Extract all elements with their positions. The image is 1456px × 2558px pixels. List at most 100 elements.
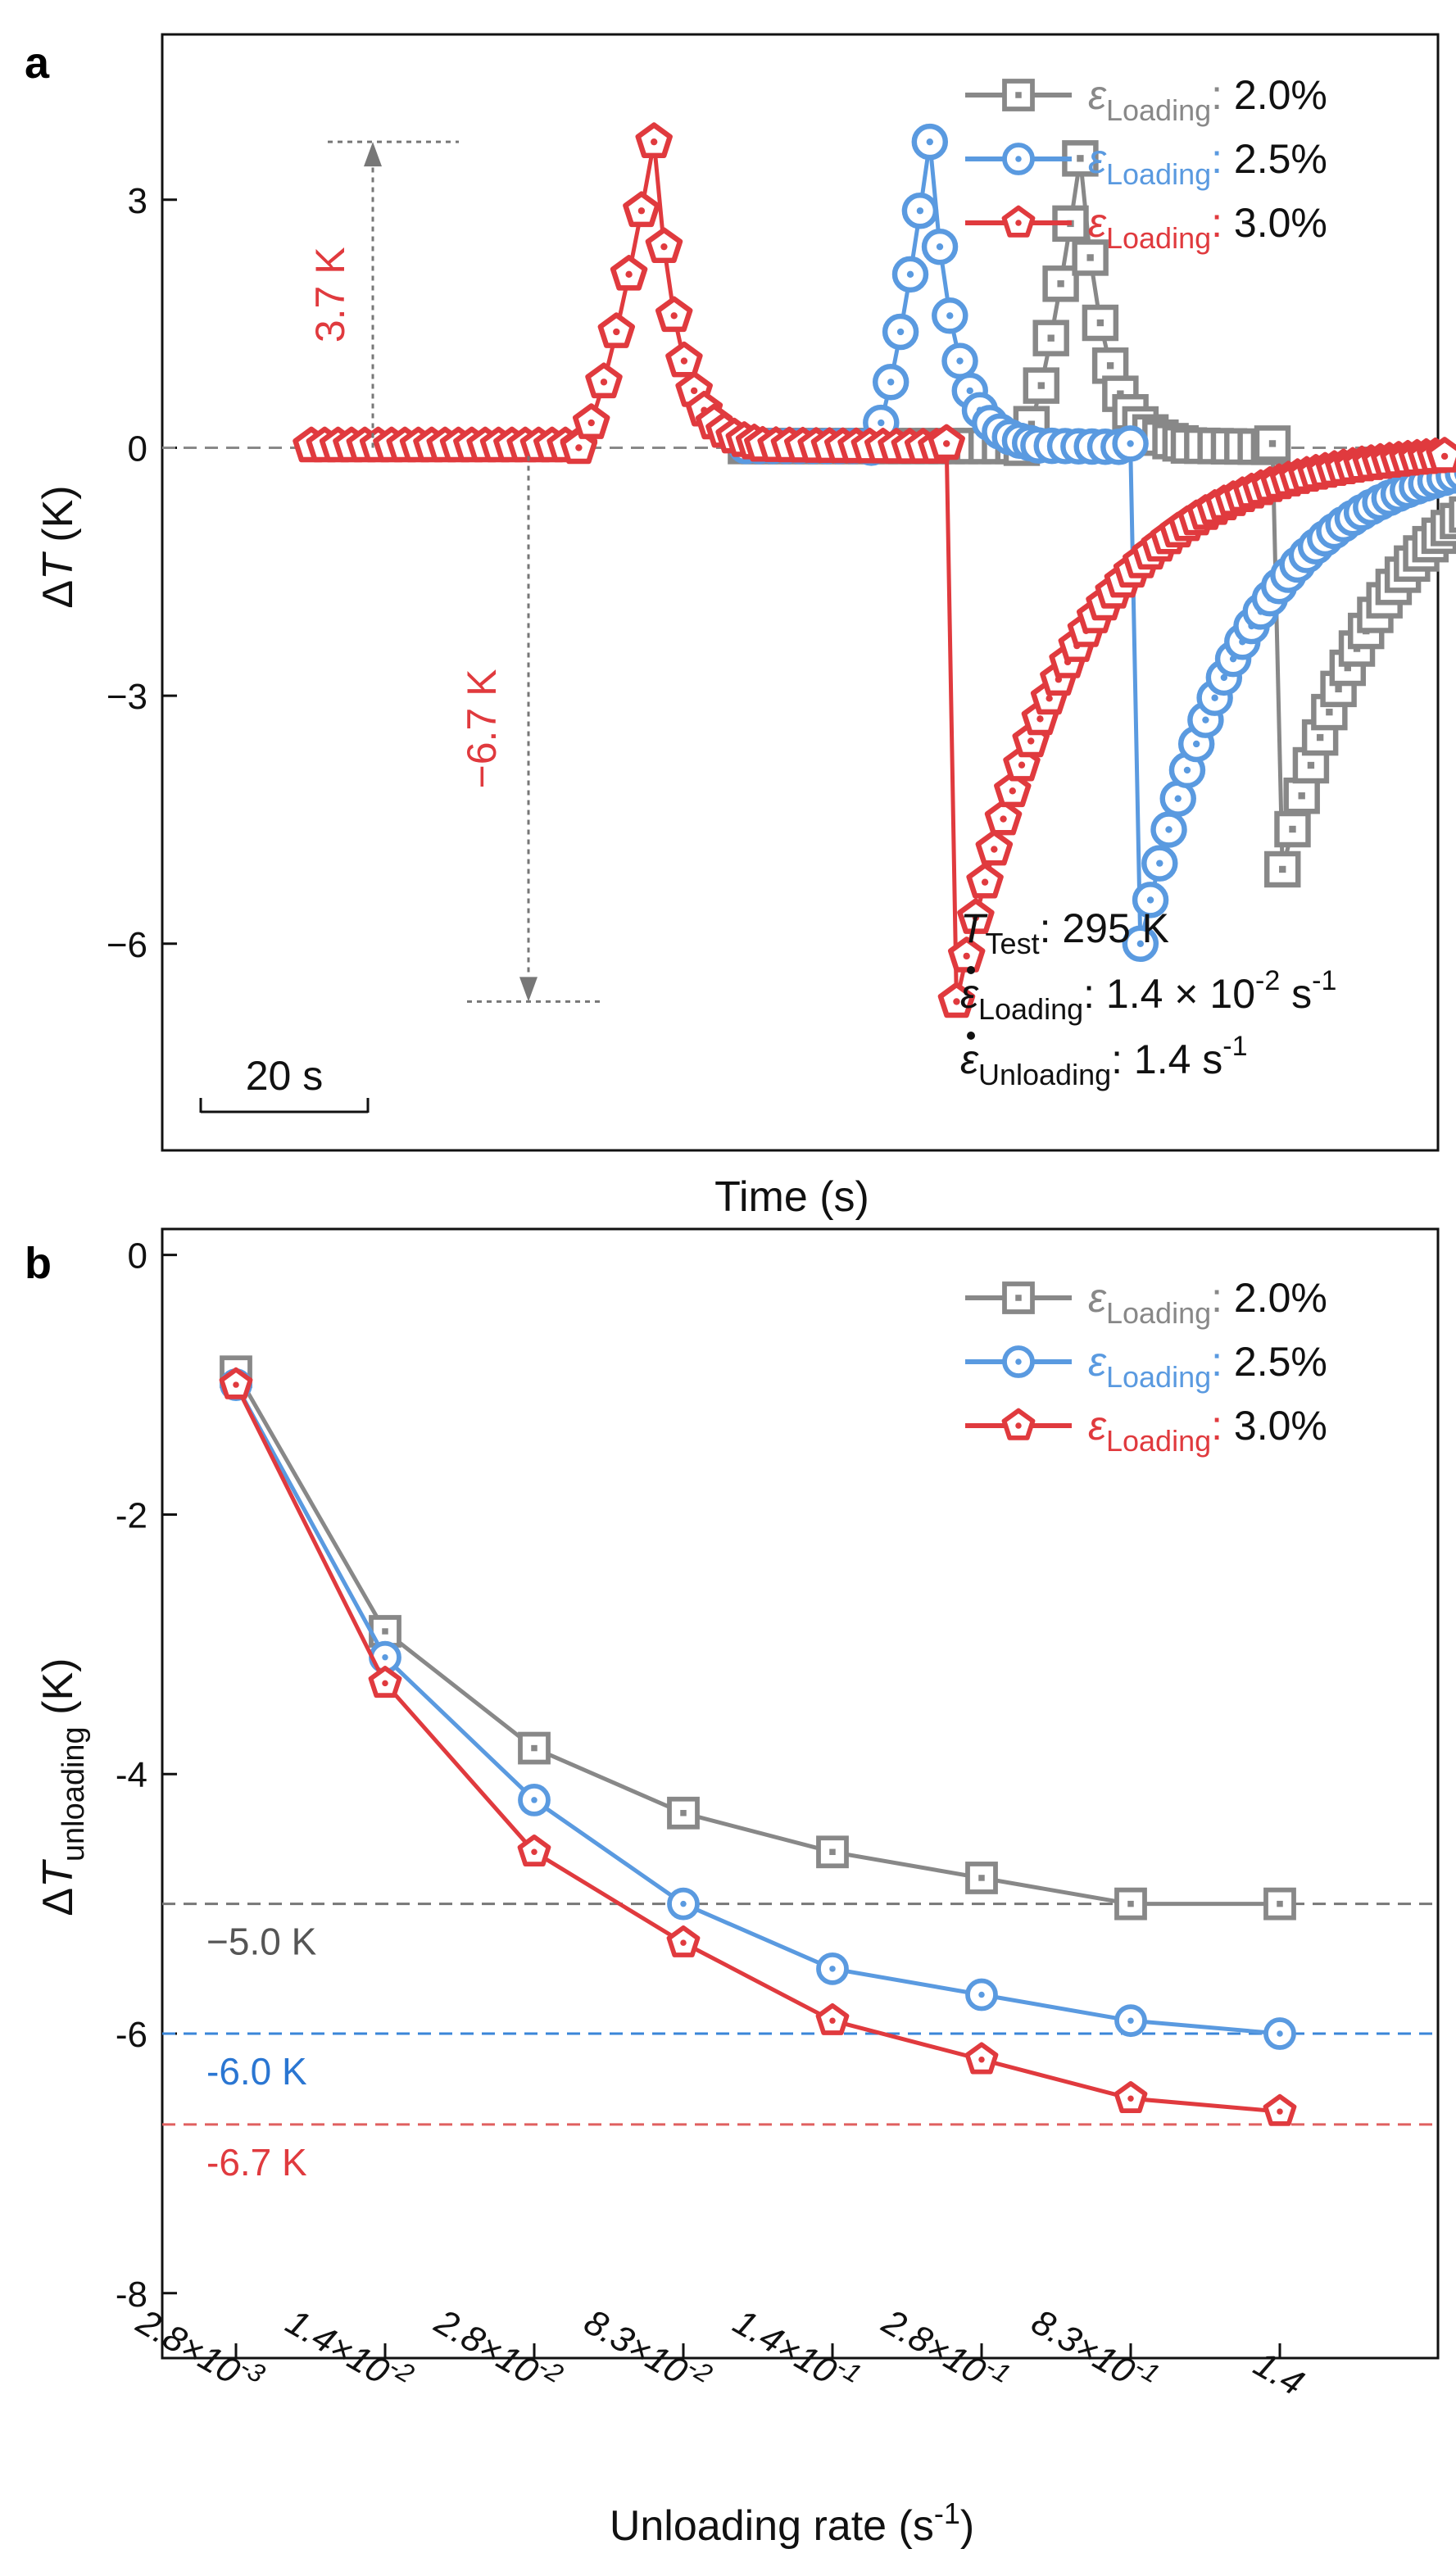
y-tick-label-a-0: 3	[128, 181, 147, 221]
y-tick-label-a-2: −3	[107, 677, 147, 717]
data-point-a-1-43-dot	[1211, 694, 1218, 701]
y-tick-label-b-1: -2	[116, 1495, 147, 1535]
data-point-b-0-7	[1263, 1887, 1296, 1921]
legend-label-1: εLoading: 2.5%	[1088, 136, 1327, 191]
data-point-a-1-17-dot	[936, 243, 944, 251]
y-main: T	[34, 551, 82, 580]
data-point-a-0-23-dot	[1037, 382, 1045, 389]
legend-colon: :	[1211, 72, 1222, 118]
info-eps-l: ε	[960, 971, 979, 1017]
data-point-a-2-31-dot	[690, 387, 698, 395]
x-label-end: )	[960, 2502, 974, 2550]
data-point-b-2-0-dot	[233, 1381, 239, 1388]
y-unit: (K)	[34, 1658, 82, 1727]
data-point-b-2-7-dot	[1277, 2108, 1283, 2115]
series-line-b-0	[234, 1370, 1280, 1907]
tick-mantissa: 2.8×10	[875, 2302, 992, 2392]
data-point-a-2-28-dot	[660, 243, 668, 251]
legend-subscript: Loading	[1106, 1296, 1211, 1330]
data-point-a-2-23-dot	[600, 379, 608, 386]
x-tick-label-b-3: 8.3×10-2	[578, 2296, 718, 2404]
data-point-b-0-6-dot	[1127, 1900, 1134, 1907]
data-point-b-0-4-dot	[829, 1848, 836, 1856]
plot-frame-b	[161, 1227, 1440, 2360]
delta: Δ	[34, 580, 82, 609]
data-point-a-2-25-dot	[625, 270, 633, 279]
info-T-value: : 295 K	[1040, 905, 1169, 951]
reference-label-1: -6.0 K	[206, 2050, 307, 2093]
y-main: T	[34, 1859, 82, 1888]
legend-colon: :	[1211, 136, 1222, 182]
data-point-a-0-49-dot	[1307, 761, 1315, 769]
x-axis-title-b: Unloading rate (s-1)	[610, 2497, 974, 2550]
data-point-b-2-3-dot	[680, 1939, 687, 1946]
x-tick-label-b-5: 2.8×10-1	[875, 2296, 1016, 2404]
y-tick-label-b-3: -6	[116, 2015, 147, 2055]
data-point-a-1-44-dot	[1220, 674, 1228, 682]
legend-value: 3.0%	[1222, 1403, 1327, 1449]
data-point-a-2-106-dot	[1440, 452, 1449, 460]
data-point-a-1-12-dot	[887, 379, 895, 386]
data-point-a-2-22-dot	[587, 419, 595, 427]
data-point-a-0-45-dot	[1268, 440, 1277, 447]
data-point-a-0-28-dot	[1086, 254, 1094, 261]
legend-label-2: εLoading: 3.0%	[1088, 200, 1327, 255]
tick-mantissa: 1.4×10	[727, 2302, 844, 2392]
data-point-a-2-56-dot	[981, 878, 989, 886]
heating-arrow-head	[364, 142, 382, 167]
legend-value: 2.0%	[1222, 72, 1327, 118]
x-tick-label-b-0: 2.8×10-3	[129, 2296, 270, 2404]
data-point-a-2-57-dot	[991, 846, 998, 853]
data-point-b-0-1-dot	[382, 1628, 388, 1635]
legend-epsilon: ε	[1088, 200, 1107, 246]
scale-bar: 20 s	[199, 1053, 370, 1113]
legend-value: 3.0%	[1222, 200, 1327, 246]
data-point-a-0-52-dot	[1335, 685, 1342, 693]
annotations-a: 3.7 K −6.7 K	[307, 140, 602, 1003]
tick-mantissa: 2.8×10	[428, 2302, 545, 2392]
heating-annotation: 3.7 K	[307, 247, 353, 342]
y-axis-title-a: ΔT (K)	[34, 485, 82, 608]
data-point-a-0-24-dot	[1047, 334, 1055, 342]
info-l-unit: s	[1280, 971, 1312, 1017]
data-point-a-0-22-dot	[1027, 420, 1036, 428]
info-l-sub: Loading	[978, 992, 1083, 1026]
data-point-a-0-47	[1274, 810, 1311, 848]
series-line-b-2	[234, 1383, 1281, 2114]
series-b-2.5%	[220, 1368, 1296, 2050]
data-point-a-2-62-dot	[1036, 715, 1044, 723]
legend-colon: :	[1211, 1403, 1222, 1449]
y-axis-title-b: ΔTunloading (K)	[34, 1658, 91, 1916]
legend-marker-2-dot	[1015, 220, 1022, 226]
data-point-a-2-21-dot	[575, 444, 583, 451]
legend-value: 2.0%	[1222, 1275, 1327, 1321]
data-point-a-2-30-dot	[680, 357, 688, 365]
scale-bar-label: 20 s	[246, 1053, 324, 1099]
data-point-a-1-15-dot	[916, 207, 924, 215]
data-point-a-1-41-dot	[1193, 740, 1200, 748]
data-point-a-2-53-dot	[953, 998, 960, 1005]
data-point-a-0-50-dot	[1316, 733, 1324, 742]
data-point-b-0-3-dot	[680, 1810, 687, 1816]
legend-label-2: εLoading: 3.0%	[1088, 1403, 1327, 1458]
legend-value: 2.5%	[1222, 136, 1327, 182]
data-point-b-0-7-dot	[1277, 1900, 1283, 1907]
legend-subscript: Loading	[1106, 221, 1211, 255]
legend-subscript: Loading	[1106, 93, 1211, 127]
x-tick-label-b-1: 1.4×10-2	[279, 2296, 420, 2404]
series-b-3.0%	[219, 1367, 1297, 2126]
legend-epsilon: ε	[1088, 1275, 1107, 1321]
data-point-a-1-36-dot	[1146, 896, 1154, 904]
cooling-arrow-head	[519, 977, 537, 1002]
x-tick-label-b-2: 2.8×10-2	[428, 2296, 569, 2404]
data-point-a-2-60-dot	[1018, 761, 1026, 769]
data-point-b-2-4-dot	[829, 2017, 836, 2024]
data-point-a-1-20-dot	[966, 387, 973, 395]
data-point-a-1-40-dot	[1183, 766, 1191, 774]
legend-epsilon: ε	[1088, 1339, 1107, 1385]
data-point-b-1-4-dot	[829, 1966, 836, 1972]
info-eps-u: ε	[960, 1036, 979, 1082]
legend-marker-0-dot	[1015, 92, 1022, 98]
data-point-a-0-51-dot	[1326, 708, 1333, 716]
